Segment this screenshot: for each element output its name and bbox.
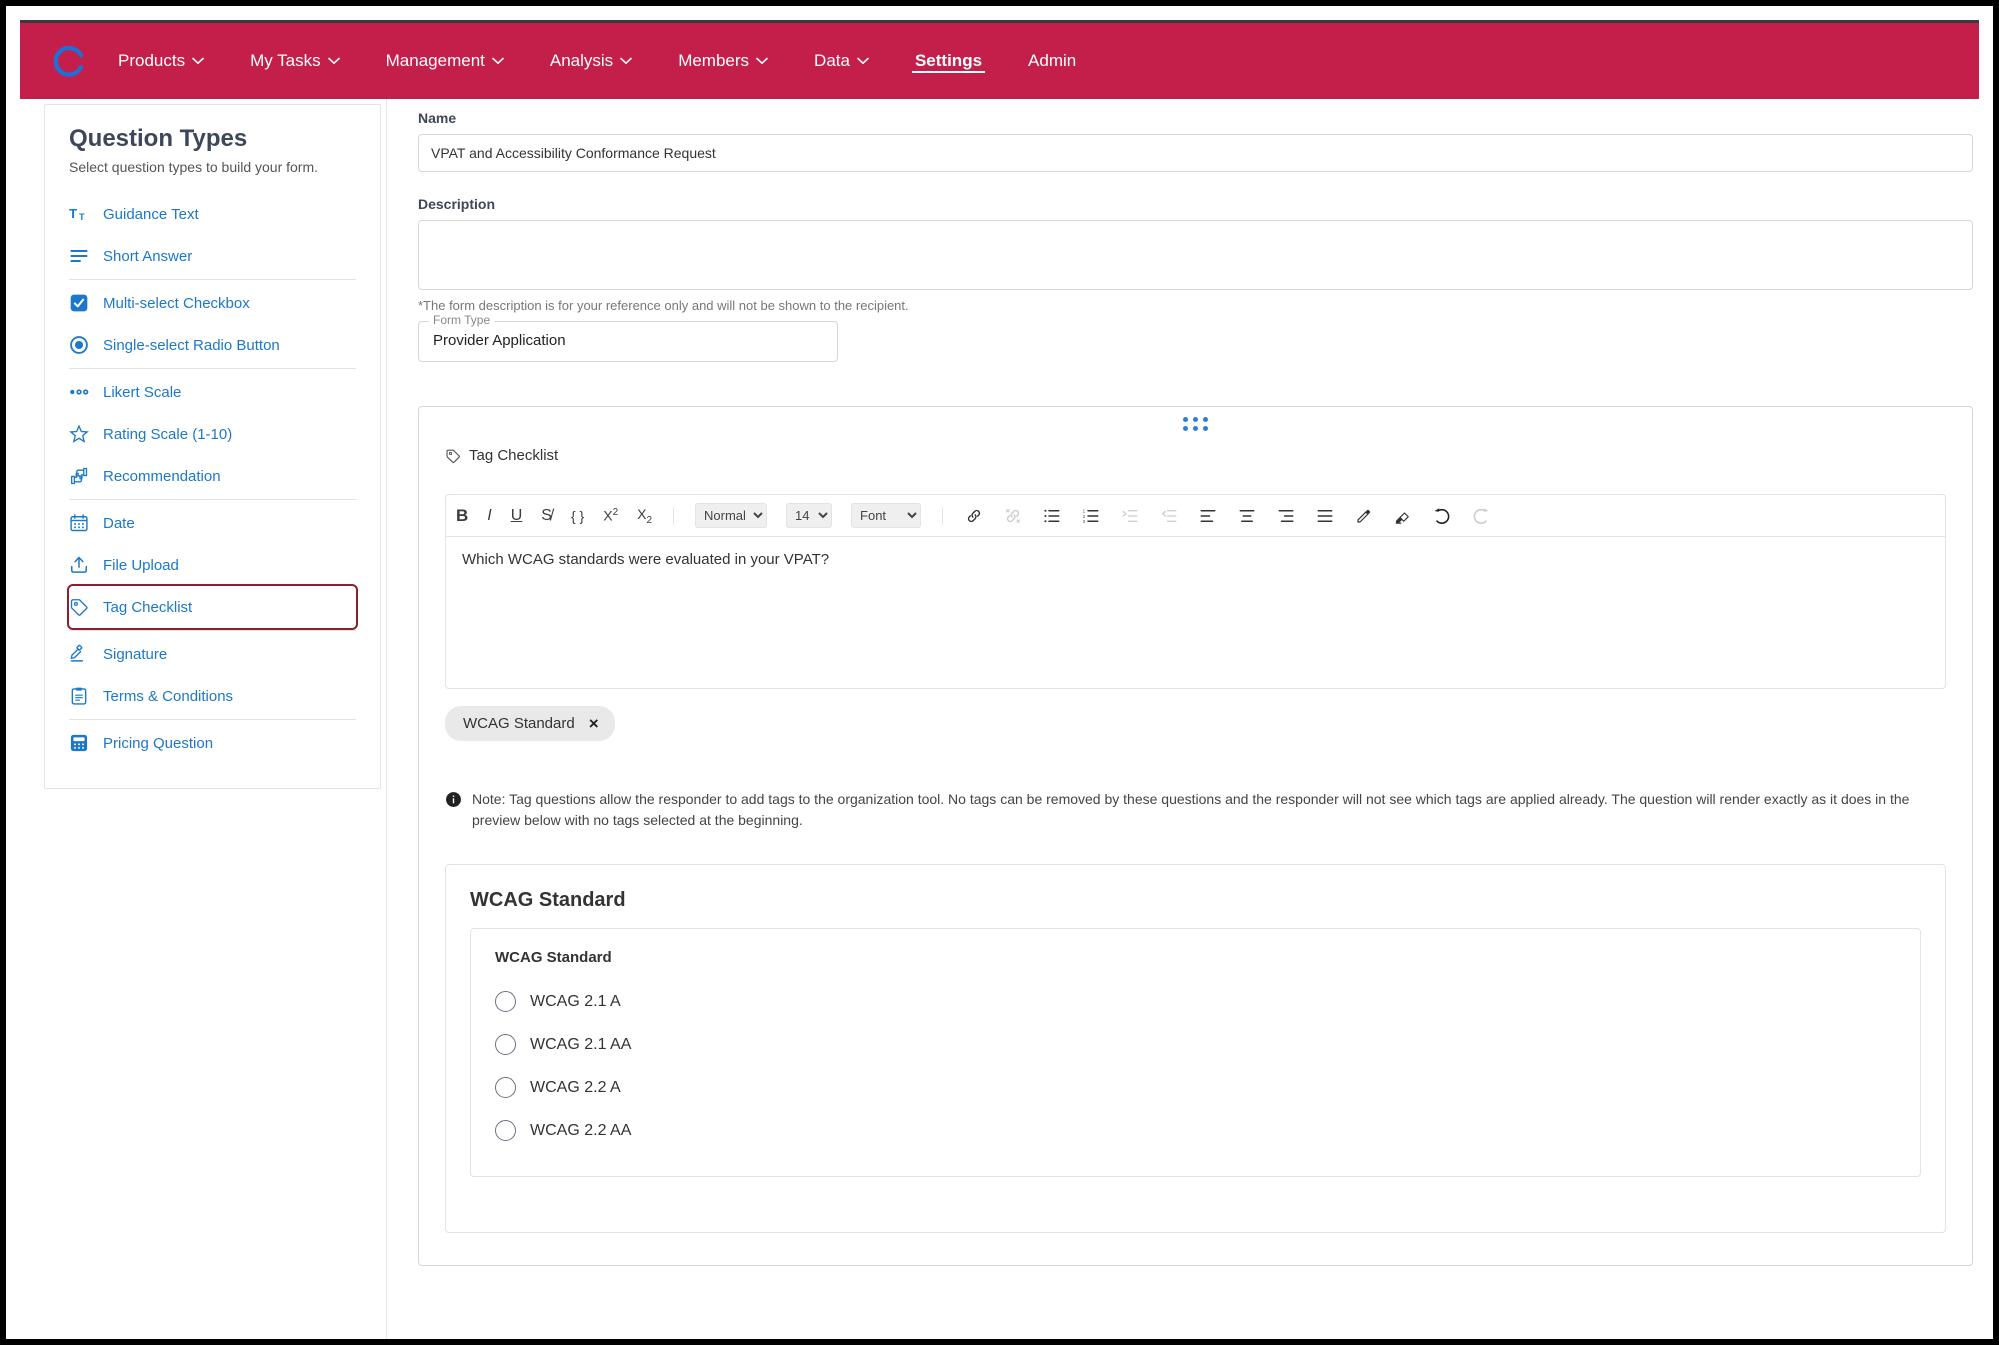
- svg-text:2: 2: [1083, 513, 1086, 518]
- svg-text:1: 1: [1083, 508, 1086, 513]
- svg-text:3: 3: [1083, 519, 1086, 524]
- svg-text:T: T: [69, 206, 77, 221]
- svg-text:T: T: [79, 212, 85, 222]
